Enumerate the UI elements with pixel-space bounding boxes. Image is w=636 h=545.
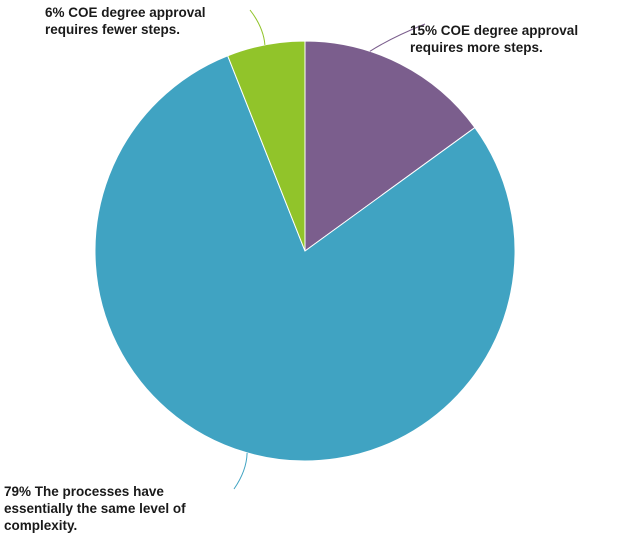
slice-label-3: 6% COE degree approval requires fewer ste… [45,5,206,37]
slice-label-1-line-1: 15% COE degree approval [410,23,578,38]
pie-slice-2 [94,55,516,462]
slice-label-2-line-2: essentially the same level of [4,501,186,516]
leader-line-2 [233,452,248,490]
slice-label-2: 79% The processes have essentially the sa… [4,484,186,533]
leader-line-1 [369,23,426,52]
slice-label-2-line-1: 79% The processes have [4,484,164,499]
pie-slice-3 [227,40,306,252]
pie-slice-1 [304,40,476,252]
slice-label-3-line-2: requires fewer steps. [45,22,180,37]
slice-label-1: 15% COE degree approval requires more ste… [410,23,578,55]
leader-line-3 [249,9,266,45]
slice-label-1-line-2: requires more steps. [410,40,543,55]
slice-label-2-line-3: complexity. [4,518,77,533]
slice-label-3-line-1: 6% COE degree approval [45,5,206,20]
